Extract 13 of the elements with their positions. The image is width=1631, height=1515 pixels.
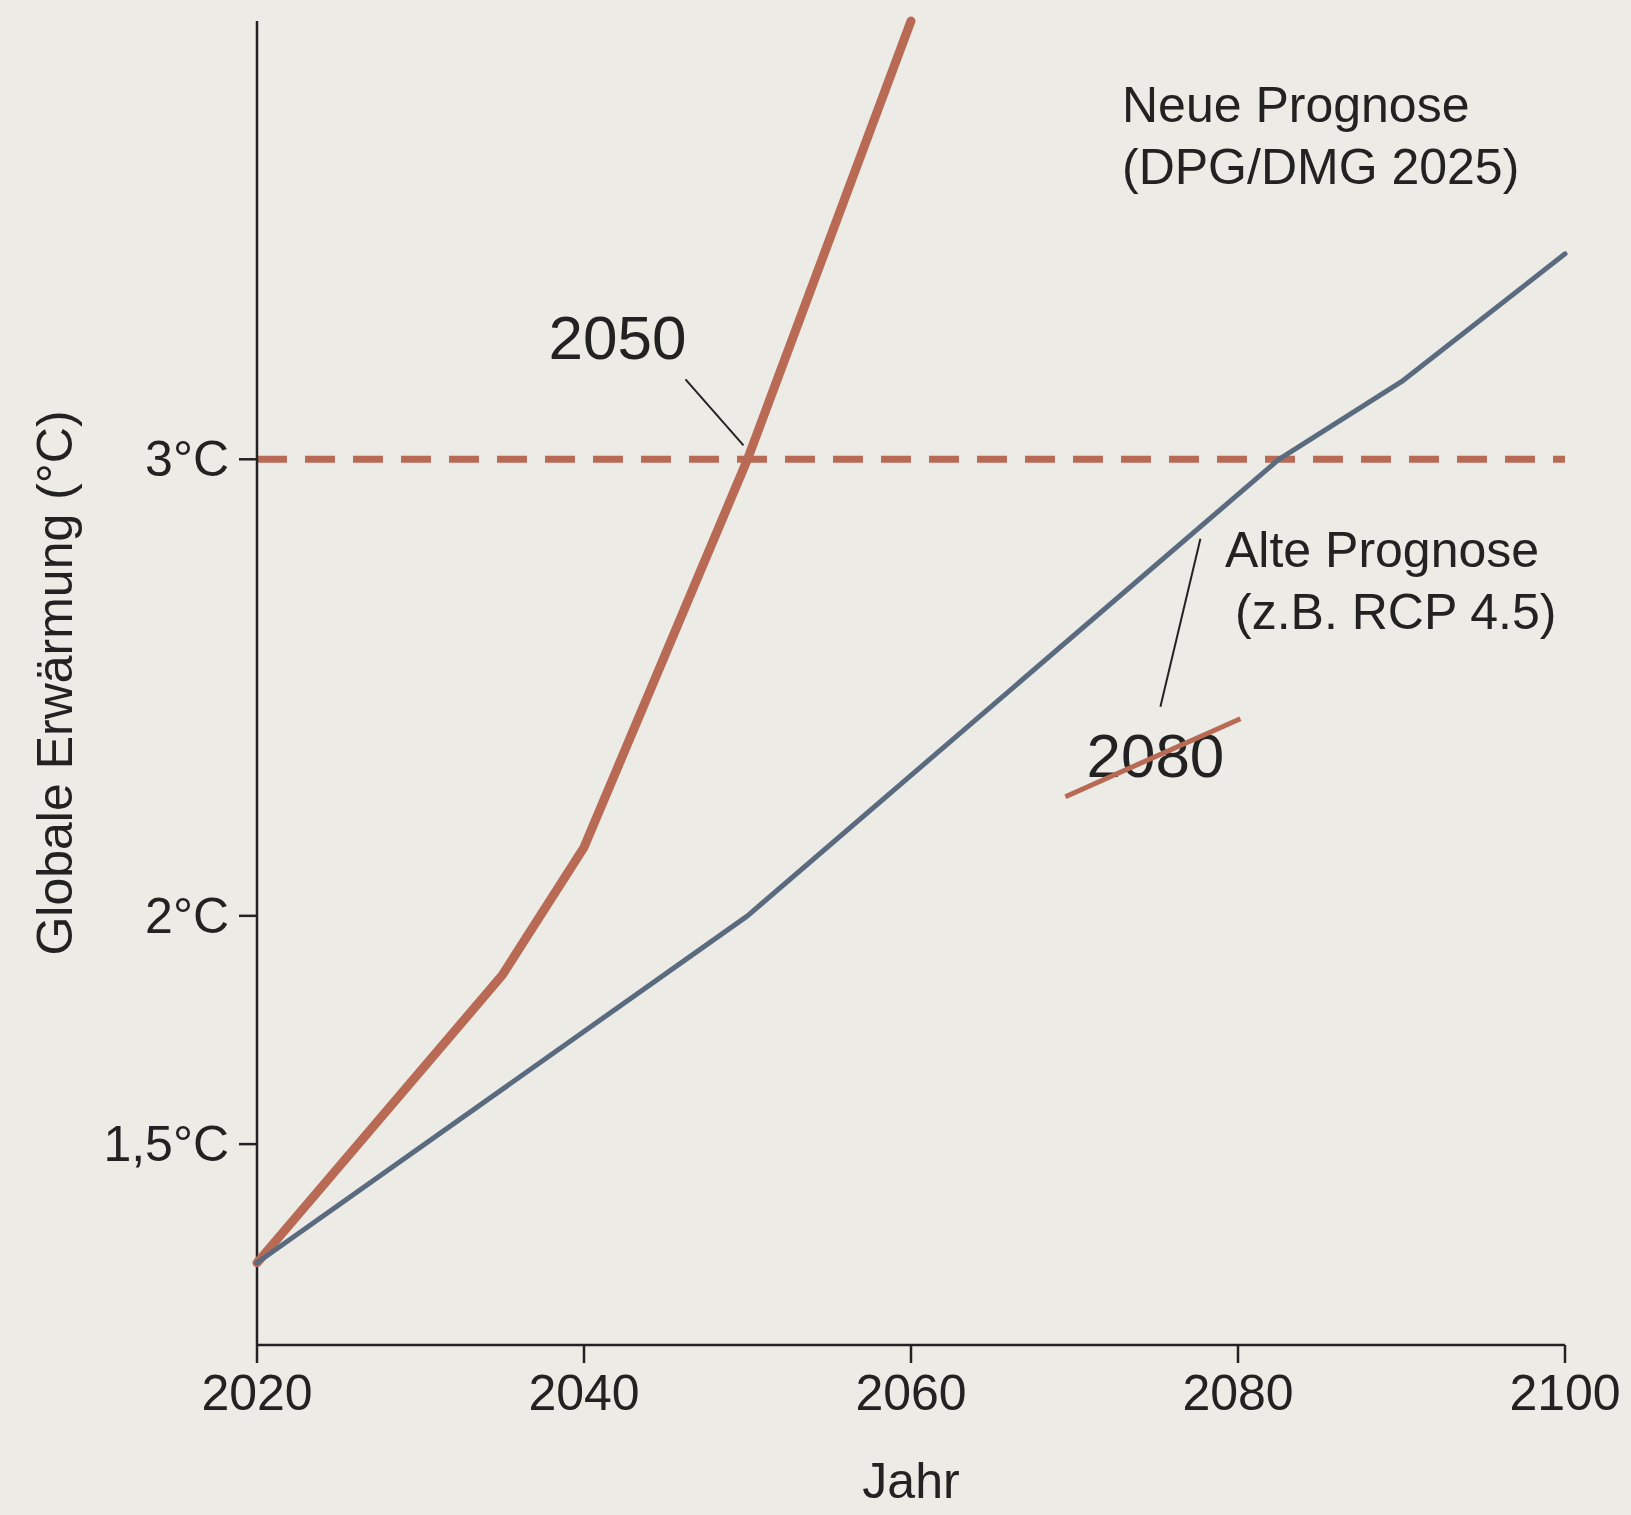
y-tick-label: 2°C [145, 887, 229, 944]
x-tick-label: 2100 [1509, 1365, 1621, 1421]
y-axis-title: Globale Erwärmung (°C) [27, 410, 83, 956]
x-tick-label: 2080 [1182, 1365, 1294, 1421]
annotation: Alte Prognose (z.B. RCP 4.5) [1225, 521, 1557, 640]
y-tick-label: 3°C [145, 431, 229, 488]
x-tick-label: 2020 [201, 1365, 313, 1421]
annotation: Neue Prognose (DPG/DMG 2025) [1122, 77, 1520, 195]
x-tick-label: 2040 [528, 1365, 640, 1421]
annotation: 2050 [548, 303, 687, 373]
x-axis-title: Jahr [862, 1453, 960, 1509]
x-tick-label: 2060 [855, 1365, 967, 1421]
y-tick-label: 1,5°C [103, 1116, 229, 1173]
